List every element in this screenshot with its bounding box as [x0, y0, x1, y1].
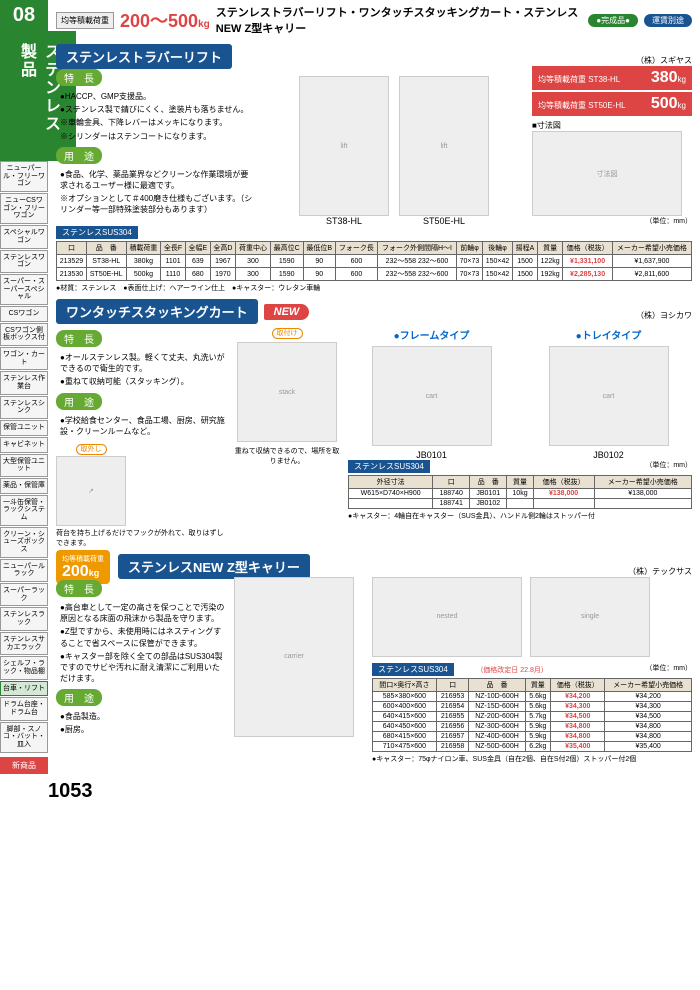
finished-pill: ●完成品●: [588, 14, 638, 27]
tray-type-image: cart: [549, 346, 669, 446]
nav-item[interactable]: ステンレスワゴン: [0, 250, 48, 273]
main-content: 均等積載荷重 200〜500kg ステンレストラバーリフト・ワンタッチスタッキン…: [48, 0, 700, 774]
spec-table-1: 口品 番積載荷重全長F全幅E全高D荷重中心最高位C最低位Bフォーク長フォーク外側…: [56, 241, 692, 281]
use-tag-2: 用 途: [56, 393, 102, 410]
detach-image: ↗: [56, 456, 126, 526]
spec-table-3: 間口×奥行×高さ口品 番質量価格（税抜）メーカー希望小売価格585×380×60…: [372, 678, 692, 752]
section2-title: ワンタッチスタッキングカート: [56, 299, 258, 324]
page-title: ステンレストラバーリフト・ワンタッチスタッキングカート・ステンレスNEW Z型キ…: [216, 4, 583, 36]
nav-item[interactable]: 台車・リフト: [0, 681, 48, 697]
product-image-st38: lift: [299, 76, 389, 216]
z-carrier-image-3: single: [530, 577, 650, 657]
nav-item[interactable]: スーパー・スーパースペシャル: [0, 274, 48, 305]
stacking-image: stack: [237, 342, 337, 442]
nav-item[interactable]: 保管ユニット: [0, 420, 48, 436]
sidebar: 08 ステンレス製品 ニューパール・フリーワゴンニューCSワゴン・フリーワゴンス…: [0, 0, 48, 774]
spec-table-2: 外径寸法口品 番質量価格（税抜）メーカー希望小売価格W615×D740×H900…: [348, 475, 692, 509]
features-tag-2: 特 長: [56, 330, 102, 347]
nav-item[interactable]: ニューCSワゴン・フリーワゴン: [0, 193, 48, 224]
dimension-diagram: 寸法図: [532, 131, 682, 216]
page-header: 均等積載荷重 200〜500kg ステンレストラバーリフト・ワンタッチスタッキン…: [56, 4, 692, 36]
nav-item[interactable]: ワゴン・カート: [0, 347, 48, 370]
section-2: ワンタッチスタッキングカート NEW （株）ヨシカワ 特 長 ●オールステンレス…: [56, 295, 692, 550]
nav-item[interactable]: ニューパール・フリーワゴン: [0, 161, 48, 192]
material-tag: ステンレスSUS304: [56, 226, 138, 239]
nav-item[interactable]: ドラム台座・ドラム台: [0, 697, 48, 720]
use-tag: 用 途: [56, 147, 102, 164]
nav-item[interactable]: クリーン・シューズボックス: [0, 527, 48, 558]
product-image-st50: lift: [399, 76, 489, 216]
nav-item[interactable]: 脚部・スノコ・バット・皿入: [0, 722, 48, 753]
load-box-380: 均等積載荷重 ST38-HL380kg: [532, 66, 692, 90]
nav-item[interactable]: ステンレスサカエラック: [0, 632, 48, 655]
nav-item[interactable]: ステンレスシンク: [0, 396, 48, 419]
nav-item[interactable]: CSワゴン: [0, 306, 48, 322]
use-tag-3: 用 途: [56, 689, 102, 706]
table1-footnote: ●材質：ステンレス ●表面仕上げ：ヘアーライン仕上 ●キャスター：ウレタン車輪: [56, 283, 692, 293]
nav-item[interactable]: ステンレスラック: [0, 607, 48, 630]
frame-type-image: cart: [372, 346, 492, 446]
z-carrier-image-2: nested: [372, 577, 522, 657]
section-3: 均等積載荷重200kg ステンレスNEW Z型キャリー （株）テックサス 特 長…: [56, 550, 692, 766]
category-number: 08: [0, 0, 48, 31]
section3-title: ステンレスNEW Z型キャリー: [118, 554, 310, 579]
z-carrier-image-1: carrier: [234, 577, 354, 737]
nav-item[interactable]: スペシャルワゴン: [0, 225, 48, 248]
features-tag-3: 特 長: [56, 580, 102, 597]
load-range: 200〜500kg: [120, 7, 210, 33]
nav-item[interactable]: 大型保管ユニット: [0, 454, 48, 477]
shipping-pill: 運賃別途: [644, 14, 692, 27]
load-label: 均等積載荷重: [56, 12, 114, 29]
nav-item[interactable]: CSワゴン側板ボックス付: [0, 323, 48, 346]
nav-list: ニューパール・フリーワゴンニューCSワゴン・フリーワゴンスペシャルワゴンステンレ…: [0, 161, 48, 753]
nav-item[interactable]: 薬品・保管庫: [0, 478, 48, 494]
nav-new-badge: 新商品: [0, 757, 48, 774]
page-number: 1053: [48, 780, 700, 803]
nav-item[interactable]: キャビネット: [0, 437, 48, 453]
nav-item[interactable]: ステンレス作業台: [0, 371, 48, 394]
section-1: ステンレストラバーリフト （株）スギヤス 特 長 ●HACCP、GMP支援品。●…: [56, 40, 692, 293]
nav-item[interactable]: シェルフ・ラック・物品棚: [0, 656, 48, 679]
nav-item[interactable]: 一斗缶保管・ラックシステム: [0, 495, 48, 526]
load-box-500: 均等積載荷重 ST50E-HL500kg: [532, 92, 692, 116]
nav-item[interactable]: スーパーラック: [0, 583, 48, 606]
nav-item[interactable]: ニューパールラック: [0, 559, 48, 582]
features-tag: 特 長: [56, 69, 102, 86]
new-badge: NEW: [264, 304, 310, 320]
